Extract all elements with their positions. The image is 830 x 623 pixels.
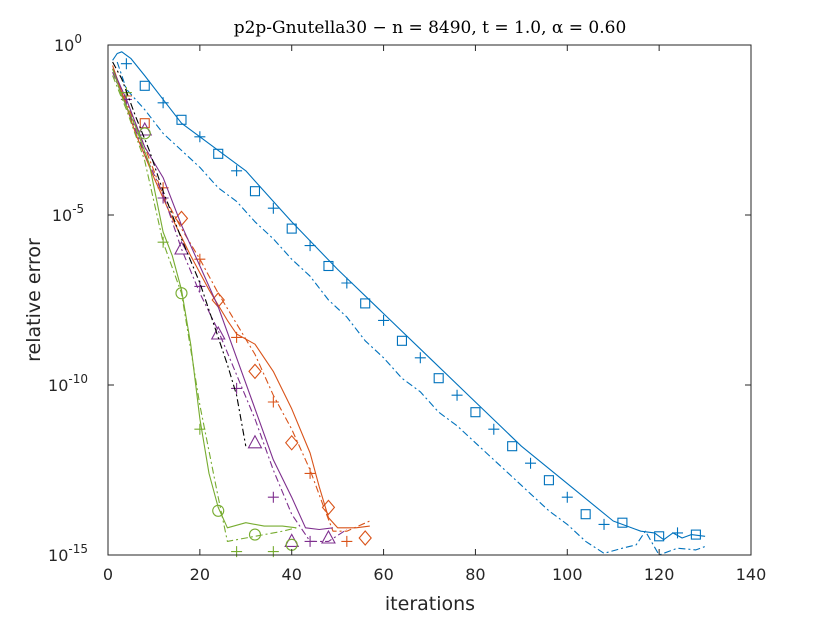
y-tick-label: 100 [54, 32, 82, 55]
plus-marker [157, 236, 169, 248]
square-marker [617, 517, 628, 528]
plus-marker [414, 352, 426, 364]
series-blue-solid [112, 51, 706, 541]
plus-marker [231, 382, 243, 394]
square-marker [470, 407, 481, 418]
x-tick-label: 140 [736, 565, 767, 584]
square-marker [213, 148, 224, 159]
circle-marker [138, 127, 151, 140]
square-marker [286, 223, 297, 234]
square-marker [543, 475, 554, 486]
series-black-dashdot [112, 61, 247, 447]
plus-marker [194, 253, 206, 265]
plus-marker [194, 280, 206, 292]
square-marker [507, 441, 518, 452]
series-line [116, 61, 706, 556]
square-marker [654, 531, 665, 542]
y-tick-label: 10-10 [48, 372, 88, 395]
series-line [112, 68, 334, 531]
y-tick-base: 10 [52, 206, 72, 225]
plus-marker [231, 165, 243, 177]
plus-marker [341, 535, 353, 547]
plus-marker [378, 314, 390, 326]
series-green-solid [112, 68, 297, 529]
plus-marker [525, 457, 537, 469]
plus-marker [157, 97, 169, 109]
y-tick-base: 10 [48, 546, 68, 565]
plus-marker [451, 389, 463, 401]
square-marker [396, 335, 407, 346]
series-line [112, 61, 247, 447]
plus-marker [231, 331, 243, 343]
series-line [112, 51, 706, 541]
diamond-marker [321, 499, 336, 516]
y-tick-exponent: -5 [72, 202, 84, 216]
plus-marker [304, 535, 316, 547]
circle-marker [248, 528, 262, 541]
x-tick-label: 20 [190, 565, 210, 584]
plus-marker [598, 518, 610, 530]
x-axis-label: iterations [385, 593, 475, 615]
square-marker [176, 114, 187, 125]
y-tick-label: 10-15 [48, 542, 88, 565]
triangle-marker [321, 529, 336, 544]
square-marker [249, 186, 261, 197]
x-tick-label: 0 [103, 565, 113, 584]
y-tick-exponent: -10 [68, 372, 88, 386]
plus-marker [267, 202, 279, 214]
plus-marker [120, 58, 132, 70]
plus-marker [157, 192, 169, 204]
plus-marker [672, 527, 684, 539]
diamond-marker [358, 530, 372, 546]
y-tick-exponent: -15 [68, 542, 88, 556]
plot-area [108, 45, 751, 555]
x-tick-label: 120 [644, 565, 675, 584]
x-tick-label: 60 [373, 565, 393, 584]
series-green-dashdot [112, 75, 298, 558]
plus-marker [194, 131, 206, 143]
square-marker [323, 260, 334, 272]
square-marker [139, 80, 150, 91]
y-tick-base: 10 [48, 376, 68, 395]
plot-frame [107, 44, 752, 556]
y-tick-base: 10 [54, 36, 74, 55]
square-marker [433, 373, 444, 384]
plus-marker [341, 277, 353, 289]
series-line [112, 68, 371, 532]
triangle-marker [247, 434, 263, 449]
series-purple-solid [112, 68, 334, 531]
square-marker [690, 529, 701, 540]
plus-marker [267, 396, 279, 408]
plus-marker [304, 467, 316, 479]
diamond-marker [284, 434, 299, 451]
square-marker [580, 509, 591, 520]
plus-marker [194, 423, 206, 435]
y-axis-label: relative error [23, 238, 45, 362]
diamond-marker [248, 363, 262, 380]
circle-marker [175, 287, 188, 300]
x-tick-label: 100 [552, 565, 583, 584]
series-layer [112, 51, 706, 558]
square-marker [360, 298, 371, 309]
series-line [112, 68, 297, 529]
plus-marker [304, 240, 316, 252]
plus-marker [561, 491, 573, 503]
circle-marker [212, 504, 225, 517]
series-blue-dashdot [116, 58, 706, 556]
x-tick-label: 40 [282, 565, 302, 584]
x-tick-label: 80 [465, 565, 485, 584]
y-tick-label: 10-5 [52, 202, 84, 225]
plus-marker [267, 491, 279, 503]
series-line [112, 75, 297, 542]
chart-title: p2p-Gnutella30 − n = 8490, t = 1.0, α = … [234, 18, 627, 38]
y-tick-exponent: 0 [74, 32, 82, 46]
plus-marker [488, 423, 500, 435]
